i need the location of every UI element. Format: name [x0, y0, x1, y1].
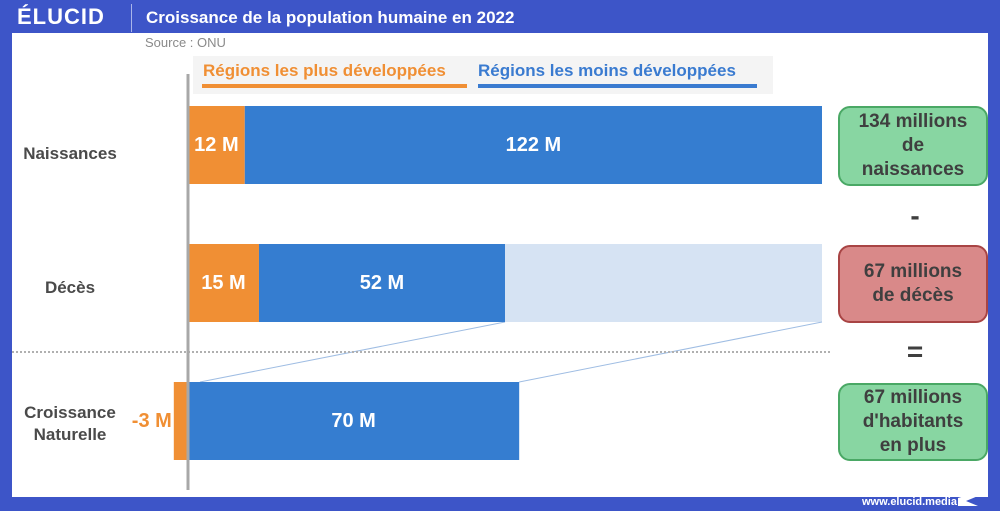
bar-label-developed-croissance: -3 M: [131, 409, 172, 432]
bar-less-developed-croissance: [188, 382, 520, 460]
bar-label-developed-naissances: 12 M: [194, 133, 239, 156]
equals-sign: =: [906, 336, 924, 367]
elucid-logo: ÉLUCID: [17, 4, 105, 29]
row-label-naturelle: Naturelle: [33, 425, 107, 444]
deaths-line-2: de décès: [872, 285, 954, 306]
row-label-deces: Décès: [44, 278, 96, 297]
deaths-summary-box: 67 millions de décès: [838, 245, 988, 323]
bar-developed-deces: [188, 244, 259, 322]
births-summary-box: 134 millions de naissances: [838, 106, 988, 186]
legend-developed-swatch: [202, 84, 467, 88]
row-label-croissance: Croissance: [24, 403, 116, 422]
births-line-3: naissances: [861, 159, 965, 180]
bar-developed-croissance: [173, 382, 188, 460]
births-line-1: 134 millions: [858, 111, 968, 132]
bar-remainder-deces: [505, 244, 822, 322]
bar-label-less-developed-naissances: 122 M: [505, 133, 562, 156]
footer-url: www.elucid.media: [862, 496, 957, 508]
bar-label-developed-deces: 15 M: [201, 271, 246, 294]
growth-line-2: d'habitants: [862, 411, 964, 432]
row-label-naissances: Naissances: [23, 144, 117, 163]
bar-label-less-developed-deces: 52 M: [359, 271, 405, 294]
bar-less-developed-deces: [258, 244, 505, 322]
bar-developed-naissances: [188, 106, 245, 184]
bar-label-less-developed-croissance: 70 M: [331, 409, 376, 432]
growth-summary-box: 67 millions d'habitants en plus: [838, 383, 988, 461]
legend-developed: Régions les plus développées: [203, 61, 446, 80]
page-title: Croissance de la population humaine en 2…: [146, 8, 515, 27]
births-line-2: de: [901, 135, 925, 156]
growth-line-3: en plus: [879, 435, 947, 456]
growth-line-1: 67 millions: [863, 387, 963, 408]
source-text: Source : ONU: [145, 35, 226, 50]
minus-sign: -: [910, 200, 920, 231]
connector-line-right: [519, 321, 823, 383]
bar-less-developed-naissances: [244, 106, 822, 184]
legend-less-developed: Régions les moins développées: [478, 61, 736, 80]
elucid-flag-icon: [958, 492, 978, 506]
deaths-line-1: 67 millions: [863, 261, 963, 282]
legend-less-developed-swatch: [478, 84, 757, 88]
header-divider: [131, 4, 132, 32]
